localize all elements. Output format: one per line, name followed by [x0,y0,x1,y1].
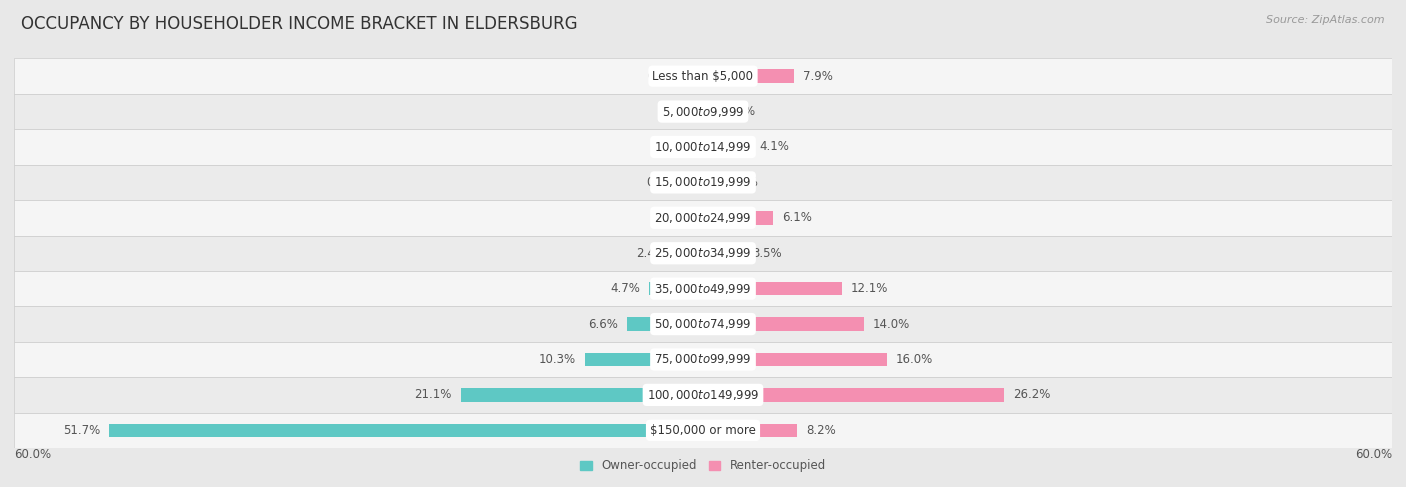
Bar [110,424,703,437]
Bar [14,342,1392,377]
Text: $20,000 to $24,999: $20,000 to $24,999 [654,211,752,225]
Text: 26.2%: 26.2% [1012,389,1050,401]
Text: 8.2%: 8.2% [807,424,837,437]
Text: 0.32%: 0.32% [652,140,690,153]
Bar [703,318,863,331]
Bar [14,165,1392,200]
Text: 6.6%: 6.6% [588,318,619,331]
Bar [14,200,1392,236]
Text: 0.57%: 0.57% [650,211,688,225]
Bar [14,412,1392,448]
Bar [14,94,1392,129]
Text: $100,000 to $149,999: $100,000 to $149,999 [647,388,759,402]
Text: 0.91%: 0.91% [647,176,683,189]
Text: $5,000 to $9,999: $5,000 to $9,999 [662,105,744,118]
Bar [703,246,744,260]
Bar [703,140,749,154]
Text: 51.7%: 51.7% [63,424,100,437]
Bar [703,211,773,225]
Bar [697,105,703,118]
Text: 4.1%: 4.1% [759,140,789,153]
Bar [703,388,1004,402]
Bar [703,105,709,118]
Text: 4.7%: 4.7% [610,282,640,295]
Text: 1.4%: 1.4% [728,176,758,189]
Bar [693,70,703,83]
Bar [703,353,887,366]
Bar [14,236,1392,271]
Bar [14,129,1392,165]
Bar [585,353,703,366]
Text: 12.1%: 12.1% [851,282,889,295]
Text: 16.0%: 16.0% [896,353,934,366]
Bar [14,377,1392,412]
Bar [650,282,703,296]
Bar [703,70,794,83]
Text: 21.1%: 21.1% [415,389,451,401]
Text: 10.3%: 10.3% [538,353,575,366]
Text: $35,000 to $49,999: $35,000 to $49,999 [654,281,752,296]
Bar [703,176,718,189]
Text: $150,000 or more: $150,000 or more [650,424,756,437]
Text: $15,000 to $19,999: $15,000 to $19,999 [654,175,752,189]
Bar [461,388,703,402]
Text: Source: ZipAtlas.com: Source: ZipAtlas.com [1267,15,1385,25]
Bar [675,246,703,260]
Bar [696,211,703,225]
Bar [703,282,842,296]
Text: $50,000 to $74,999: $50,000 to $74,999 [654,317,752,331]
Bar [14,58,1392,94]
Text: 0.5%: 0.5% [658,105,688,118]
Text: 14.0%: 14.0% [873,318,910,331]
Text: $75,000 to $99,999: $75,000 to $99,999 [654,353,752,367]
Text: 0.52%: 0.52% [718,105,755,118]
Text: 60.0%: 60.0% [1355,448,1392,461]
Bar [699,140,703,154]
Text: $25,000 to $34,999: $25,000 to $34,999 [654,246,752,260]
Text: 60.0%: 60.0% [14,448,51,461]
Bar [14,306,1392,342]
Text: Less than $5,000: Less than $5,000 [652,70,754,83]
Legend: Owner-occupied, Renter-occupied: Owner-occupied, Renter-occupied [575,455,831,477]
Text: 2.4%: 2.4% [637,247,666,260]
Bar [703,424,797,437]
Bar [627,318,703,331]
Text: 7.9%: 7.9% [803,70,832,83]
Text: $10,000 to $14,999: $10,000 to $14,999 [654,140,752,154]
Text: 6.1%: 6.1% [782,211,813,225]
Bar [14,271,1392,306]
Text: 3.5%: 3.5% [752,247,782,260]
Text: OCCUPANCY BY HOUSEHOLDER INCOME BRACKET IN ELDERSBURG: OCCUPANCY BY HOUSEHOLDER INCOME BRACKET … [21,15,578,33]
Bar [693,176,703,189]
Text: 0.83%: 0.83% [647,70,685,83]
